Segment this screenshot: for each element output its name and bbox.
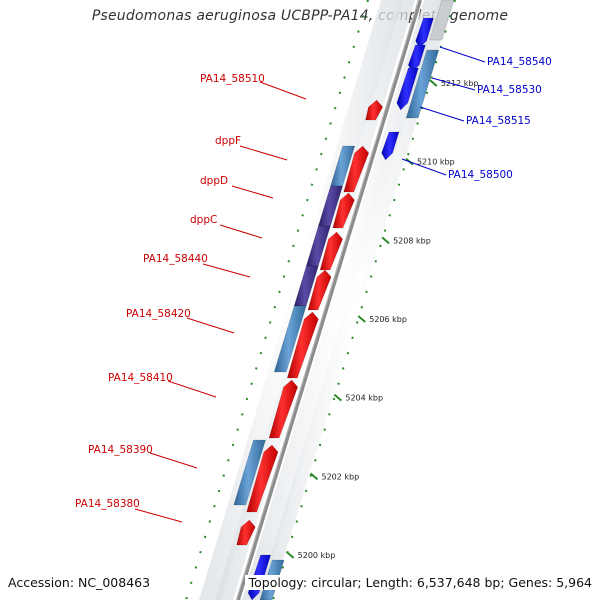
label-leader-line (167, 380, 217, 398)
forward-cds-arrow[interactable] (286, 311, 319, 379)
label-leader-line (186, 317, 235, 334)
forward-cds-arrow[interactable] (332, 192, 355, 229)
scale-tick-layer: 5200 kbp 5202 kbp 5204 kbp 5206 kbp 5208 kbp… (285, 79, 479, 560)
forward-gene-label[interactable]: dppF (215, 135, 241, 147)
forward-cds-arrow[interactable] (268, 379, 298, 439)
label-leader-line (431, 77, 476, 91)
label-leader-line (439, 46, 486, 63)
scale-tick-label: 5202 kbp (322, 472, 360, 481)
reverse-gene-label[interactable]: PA14_58515 (466, 115, 531, 127)
label-leader-line (219, 224, 263, 239)
forward-gene-label[interactable]: PA14_58440 (143, 253, 208, 265)
scale-tick-mark (357, 315, 366, 323)
scale-tick-mark (381, 236, 390, 245)
forward-gene-label[interactable]: PA14_58420 (126, 308, 191, 320)
label-leader-line (134, 508, 183, 523)
scale-tick-mark (429, 79, 438, 87)
gene-feature-bar[interactable] (405, 49, 440, 119)
reverse-gene-label[interactable]: PA14_58540 (487, 56, 552, 68)
scale-tick-label: 5212 kbp (441, 79, 479, 88)
forward-gene-label[interactable]: PA14_58410 (108, 372, 173, 384)
label-leader-line (259, 81, 307, 100)
gene-feature-bar[interactable] (273, 305, 307, 373)
gene-feature-layer (233, 0, 455, 600)
forward-cds-arrow[interactable] (365, 99, 384, 121)
reverse-cds-arrow[interactable] (381, 131, 400, 161)
forward-cds-arrow[interactable] (343, 145, 369, 193)
genome-info-text: Topology: circular; Length: 6,537,648 bp… (244, 575, 592, 590)
scale-tick-mark (309, 472, 319, 481)
gene-feature-bar[interactable] (429, 0, 455, 41)
scale-tick-mark (333, 393, 343, 402)
scale-tick-label: 5210 kbp (417, 158, 455, 167)
scale-tick-label: 5204 kbp (345, 394, 383, 403)
gene-feature-bar[interactable] (233, 439, 266, 506)
scale-tick-mark (285, 551, 295, 559)
scale-tick-label: 5200 kbp (298, 551, 336, 560)
scale-tick-label: 5208 kbp (393, 236, 431, 245)
accession-text: Accession: NC_008463 (8, 575, 151, 590)
reverse-gene-label[interactable]: PA14_58530 (477, 84, 542, 96)
label-leader-line (239, 145, 288, 161)
reverse-cds-arrow[interactable] (415, 17, 434, 49)
label-leader-line (419, 106, 465, 122)
forward-gene-label[interactable]: PA14_58380 (75, 498, 140, 510)
label-leader-line (149, 452, 198, 469)
forward-gene-label[interactable]: dppD (200, 175, 228, 187)
forward-cds-arrow[interactable] (246, 444, 279, 513)
label-leader-line (202, 263, 251, 278)
reverse-cds-arrow[interactable] (396, 67, 419, 111)
forward-gene-label[interactable]: dppC (190, 214, 217, 226)
scale-tick-label: 5206 kbp (369, 315, 407, 324)
forward-cds-arrow[interactable] (307, 269, 332, 311)
reverse-gene-label[interactable]: PA14_58500 (448, 169, 513, 181)
backbone-highlight (236, 0, 419, 600)
feature-track-strip (257, 0, 453, 600)
gene-label-layer: PA14_58510 dppF dppD dppC PA14_58440 PA14_584… (75, 46, 552, 523)
forward-gene-label[interactable]: PA14_58390 (88, 444, 153, 456)
label-leader-line (231, 185, 274, 199)
forward-gene-label[interactable]: PA14_58510 (200, 73, 265, 85)
label-leader-line (401, 158, 447, 176)
backbone-line (236, 0, 422, 600)
forward-cds-arrow[interactable] (236, 519, 256, 546)
